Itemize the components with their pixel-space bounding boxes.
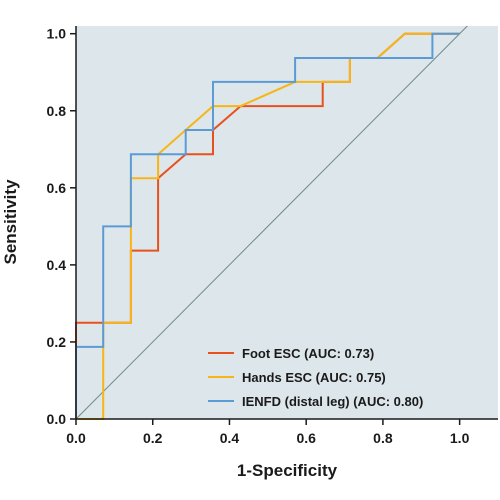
legend-label-0: Foot ESC (AUC: 0.73) [242,346,374,361]
legend-label-1: Hands ESC (AUC: 0.75) [242,370,386,385]
y-tick-label: 0.0 [47,411,67,427]
y-tick-label: 0.8 [47,103,67,119]
legend: Foot ESC (AUC: 0.73) Hands ESC (AUC: 0.75… [208,346,423,409]
y-tick-label: 0.4 [47,257,67,273]
legend-label-2: IENFD (distal leg) (AUC: 0.80) [242,394,423,409]
x-tick-label: 1.0 [450,430,470,446]
series-line-2 [75,32,460,419]
plot-background [76,26,498,419]
x-axis-title: 1-Specificity [237,461,338,480]
y-tick-label: 1.0 [47,26,67,42]
y-tick-label: 0.2 [47,334,67,350]
reference-diagonal-line [75,25,468,420]
x-tick-label: 0.8 [373,430,393,446]
x-tick-label: 0.0 [66,430,86,446]
x-tick-label: 0.4 [220,430,240,446]
y-tick-label: 0.6 [47,180,67,196]
x-tick-label: 0.6 [296,430,316,446]
x-tick-label: 0.2 [143,430,163,446]
y-axis-title: Sensitivity [1,179,20,265]
